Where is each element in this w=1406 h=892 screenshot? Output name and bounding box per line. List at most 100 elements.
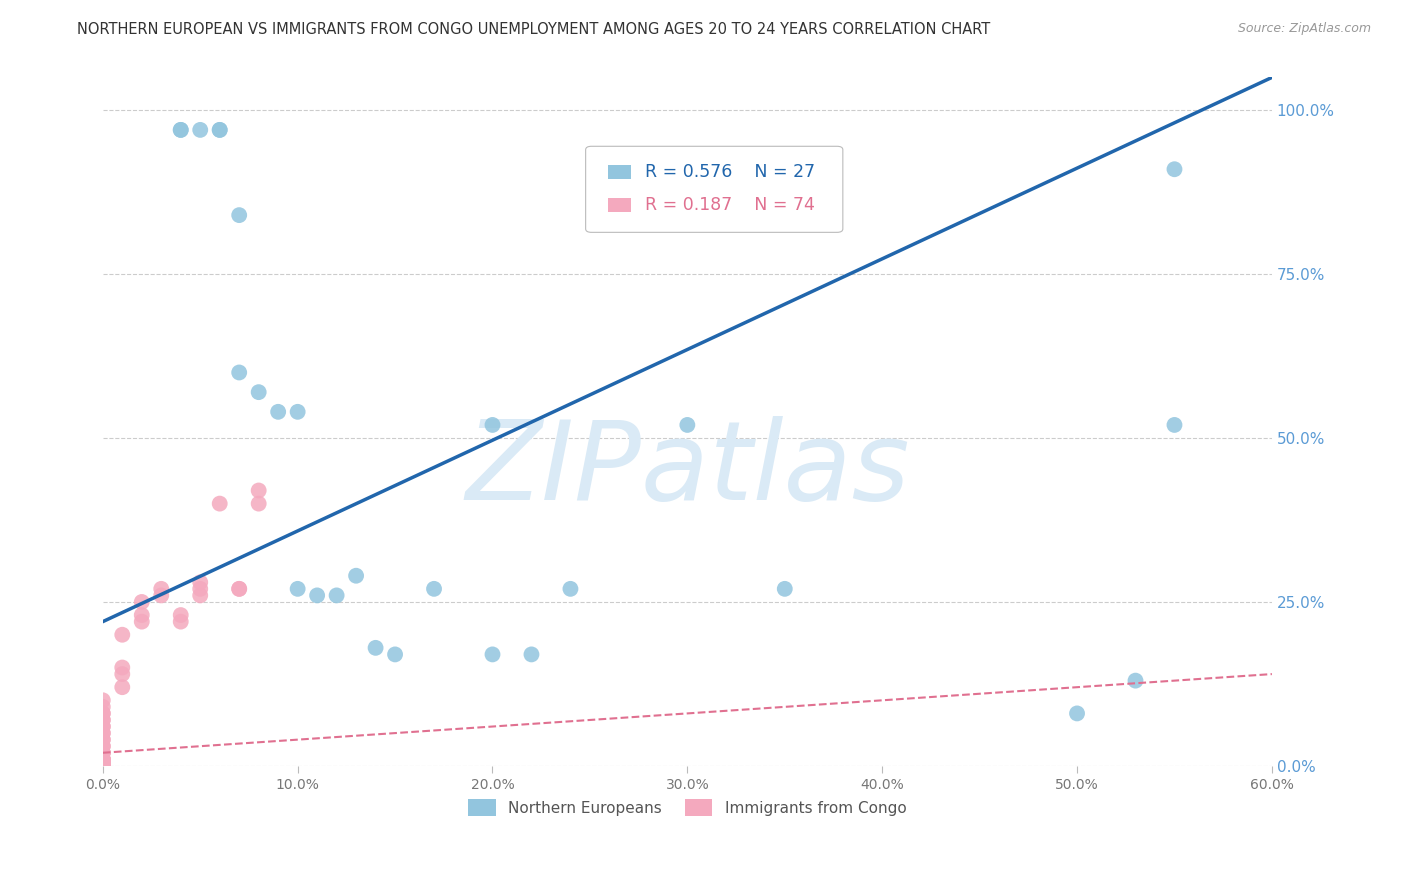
- Point: [676, 417, 699, 432]
- Point: [287, 405, 309, 419]
- Point: [91, 706, 114, 721]
- Bar: [607, 198, 631, 211]
- Point: [228, 582, 250, 596]
- Legend: Northern Europeans, Immigrants from Congo: Northern Europeans, Immigrants from Cong…: [461, 792, 914, 823]
- Point: [91, 759, 114, 773]
- Point: [91, 732, 114, 747]
- Point: [91, 759, 114, 773]
- Point: [91, 752, 114, 766]
- Point: [208, 123, 231, 137]
- Point: [91, 726, 114, 740]
- Point: [247, 385, 270, 400]
- Point: [188, 123, 211, 137]
- Point: [1163, 162, 1185, 177]
- Point: [111, 667, 134, 681]
- Point: [91, 732, 114, 747]
- Point: [91, 759, 114, 773]
- Text: NORTHERN EUROPEAN VS IMMIGRANTS FROM CONGO UNEMPLOYMENT AMONG AGES 20 TO 24 YEAR: NORTHERN EUROPEAN VS IMMIGRANTS FROM CON…: [77, 22, 991, 37]
- FancyBboxPatch shape: [586, 146, 842, 232]
- Point: [91, 752, 114, 766]
- Point: [1066, 706, 1088, 721]
- Point: [170, 123, 193, 137]
- Point: [1163, 417, 1185, 432]
- Point: [384, 648, 406, 662]
- Point: [91, 752, 114, 766]
- Point: [91, 739, 114, 754]
- Point: [91, 759, 114, 773]
- Point: [91, 746, 114, 760]
- Point: [1125, 673, 1147, 688]
- Point: [91, 719, 114, 733]
- Point: [188, 575, 211, 590]
- Point: [91, 759, 114, 773]
- Point: [91, 759, 114, 773]
- Point: [228, 208, 250, 222]
- Point: [131, 595, 153, 609]
- Point: [208, 497, 231, 511]
- Point: [228, 366, 250, 380]
- Point: [773, 582, 796, 596]
- Point: [91, 759, 114, 773]
- Point: [91, 746, 114, 760]
- Point: [150, 588, 173, 602]
- Point: [91, 693, 114, 707]
- Point: [91, 756, 114, 770]
- Point: [307, 588, 329, 602]
- Point: [91, 759, 114, 773]
- Point: [150, 582, 173, 596]
- Point: [131, 615, 153, 629]
- Text: R = 0.576    N = 27: R = 0.576 N = 27: [645, 162, 815, 181]
- Point: [287, 582, 309, 596]
- Point: [91, 756, 114, 770]
- Point: [91, 759, 114, 773]
- Point: [91, 759, 114, 773]
- Point: [520, 648, 543, 662]
- Point: [364, 640, 387, 655]
- Point: [91, 759, 114, 773]
- Point: [91, 759, 114, 773]
- Point: [111, 660, 134, 674]
- Point: [170, 123, 193, 137]
- Point: [91, 759, 114, 773]
- Point: [91, 746, 114, 760]
- Point: [170, 608, 193, 623]
- Point: [91, 752, 114, 766]
- Point: [91, 759, 114, 773]
- Point: [91, 759, 114, 773]
- Point: [91, 713, 114, 727]
- Point: [111, 680, 134, 694]
- Point: [91, 759, 114, 773]
- Point: [91, 719, 114, 733]
- Point: [91, 726, 114, 740]
- Point: [325, 588, 347, 602]
- Point: [131, 608, 153, 623]
- Point: [267, 405, 290, 419]
- Point: [208, 123, 231, 137]
- Text: ZIPatlas: ZIPatlas: [465, 417, 910, 524]
- Point: [91, 752, 114, 766]
- Text: R = 0.187    N = 74: R = 0.187 N = 74: [645, 196, 815, 214]
- Point: [91, 759, 114, 773]
- Point: [91, 759, 114, 773]
- Point: [247, 483, 270, 498]
- Point: [344, 568, 367, 582]
- Point: [188, 588, 211, 602]
- Point: [91, 759, 114, 773]
- Point: [423, 582, 446, 596]
- Point: [481, 417, 503, 432]
- Point: [560, 582, 582, 596]
- Text: Source: ZipAtlas.com: Source: ZipAtlas.com: [1237, 22, 1371, 36]
- Point: [91, 699, 114, 714]
- Point: [111, 628, 134, 642]
- Point: [91, 756, 114, 770]
- Point: [91, 713, 114, 727]
- Point: [91, 739, 114, 754]
- Point: [228, 582, 250, 596]
- Point: [188, 582, 211, 596]
- Bar: [607, 165, 631, 178]
- Point: [91, 706, 114, 721]
- Point: [247, 497, 270, 511]
- Point: [481, 648, 503, 662]
- Point: [170, 615, 193, 629]
- Point: [91, 759, 114, 773]
